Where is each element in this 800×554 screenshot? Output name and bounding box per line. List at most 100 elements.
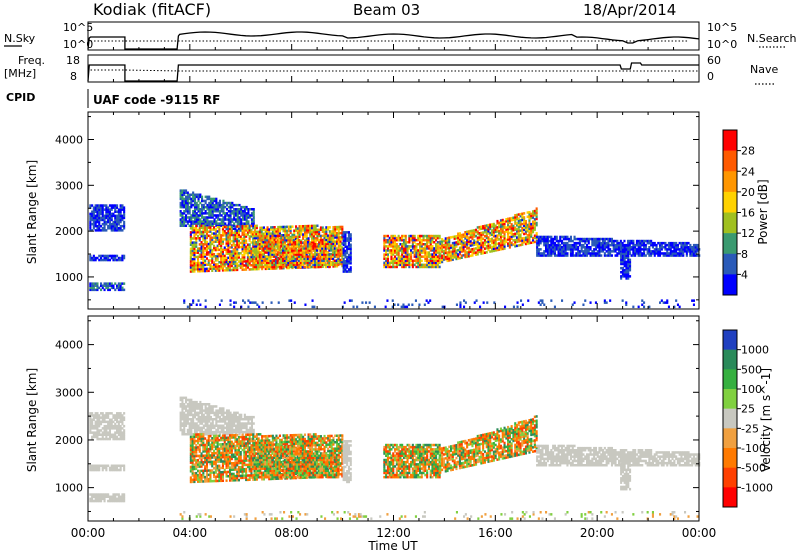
range-gate-cell — [233, 305, 236, 309]
range-gate-cell — [179, 203, 182, 207]
range-gate-cell — [404, 234, 407, 238]
range-gate-cell — [696, 243, 699, 247]
range-gate-cell — [222, 210, 225, 213]
range-gate-cell — [100, 256, 103, 260]
range-gate-cell — [390, 265, 393, 269]
range-gate-cell — [123, 282, 126, 285]
range-gate-cell — [276, 257, 279, 260]
range-gate-cell — [191, 231, 194, 234]
range-gate-cell — [202, 220, 205, 223]
range-gate-cell — [208, 212, 211, 215]
range-gate-cell — [220, 242, 223, 245]
range-gate-cell — [211, 242, 214, 246]
range-gate-cell — [248, 235, 251, 238]
range-gate-cell — [573, 301, 576, 304]
range-gate-cell — [247, 208, 250, 211]
range-gate-cell — [101, 286, 104, 290]
range-gate-cell — [473, 301, 476, 304]
range-gate-cell — [189, 257, 192, 261]
range-gate-cell — [473, 239, 476, 242]
range-gate-cell — [215, 220, 218, 223]
range-gate-cell — [214, 263, 217, 266]
range-gate-cell — [463, 299, 466, 302]
range-gate-cell — [188, 218, 191, 221]
range-gate-cell — [208, 222, 211, 225]
range-gate-cell — [675, 241, 678, 245]
range-gate-cell — [103, 414, 106, 417]
range-gate-cell — [101, 416, 104, 419]
range-gate-cell — [198, 243, 201, 246]
range-gate-cell — [680, 241, 683, 245]
range-gate-cell — [91, 256, 94, 260]
range-gate-cell — [108, 412, 111, 415]
range-gate-cell — [233, 208, 236, 211]
range-gate-cell — [641, 299, 644, 302]
range-gate-cell — [202, 253, 205, 256]
range-gate-cell — [112, 284, 115, 287]
range-gate-cell — [189, 264, 192, 267]
range-gate-cell — [209, 244, 212, 248]
range-gate-cell — [110, 224, 113, 228]
range-gate-cell — [582, 243, 585, 247]
range-gate-cell — [275, 228, 278, 231]
y-tick-label: 4000 — [55, 133, 83, 146]
range-gate-cell — [218, 269, 221, 272]
range-gate-cell — [103, 258, 106, 262]
range-gate-cell — [181, 220, 184, 223]
range-gate-cell — [578, 237, 581, 241]
range-gate-cell — [530, 222, 533, 226]
range-gate-cell — [512, 216, 515, 219]
range-gate-cell — [217, 224, 220, 227]
range-gate-cell — [197, 195, 200, 199]
range-gate-cell — [206, 224, 209, 227]
range-gate-cell — [507, 242, 510, 245]
range-gate-cell — [662, 246, 665, 249]
range-gate-cell — [223, 246, 226, 249]
range-gate-cell — [191, 262, 194, 265]
range-gate-cell — [223, 248, 226, 251]
range-gate-cell — [662, 241, 665, 245]
range-gate-cell — [519, 219, 522, 222]
range-gate-cell — [429, 299, 432, 302]
range-gate-cell — [123, 288, 126, 292]
range-gate-cell — [410, 245, 413, 248]
range-gate-cell — [609, 237, 612, 241]
range-gate-cell — [105, 424, 108, 428]
range-gate-cell — [471, 248, 474, 251]
range-gate-cell — [256, 303, 259, 306]
range-gate-cell — [116, 286, 119, 290]
range-gate-cell — [211, 261, 214, 264]
range-gate-cell — [504, 305, 507, 309]
range-gate-cell — [483, 239, 486, 242]
range-gate-cell — [303, 224, 306, 228]
range-gate-cell — [205, 245, 208, 248]
range-gate-cell — [108, 418, 111, 421]
range-gate-cell — [507, 217, 510, 221]
range-gate-cell — [209, 238, 212, 242]
range-gate-cell — [312, 245, 315, 248]
range-gate-cell — [237, 264, 240, 267]
range-gate-cell — [195, 266, 198, 269]
range-gate-cell — [96, 431, 99, 434]
range-gate-cell — [207, 261, 210, 264]
range-gate-cell — [632, 239, 635, 243]
range-gate-cell — [233, 203, 236, 207]
range-gate-cell — [211, 220, 214, 223]
range-gate-cell — [271, 234, 274, 238]
range-gate-cell — [205, 236, 208, 240]
range-gate-cell — [323, 228, 326, 231]
colorbar-tick-label: 20 — [741, 186, 755, 199]
range-gate-cell — [189, 247, 192, 251]
range-gate-cell — [202, 222, 205, 225]
range-gate-cell — [112, 435, 115, 439]
range-gate-cell — [498, 242, 501, 245]
range-gate-cell — [691, 246, 694, 249]
range-gate-cell — [119, 218, 122, 222]
range-gate-cell — [543, 250, 546, 253]
range-gate-cell — [117, 431, 120, 434]
range-gate-cell — [185, 201, 188, 205]
range-gate-cell — [197, 249, 200, 252]
range-gate-cell — [123, 214, 126, 218]
range-gate-cell — [94, 258, 97, 262]
range-gate-cell — [205, 257, 208, 260]
